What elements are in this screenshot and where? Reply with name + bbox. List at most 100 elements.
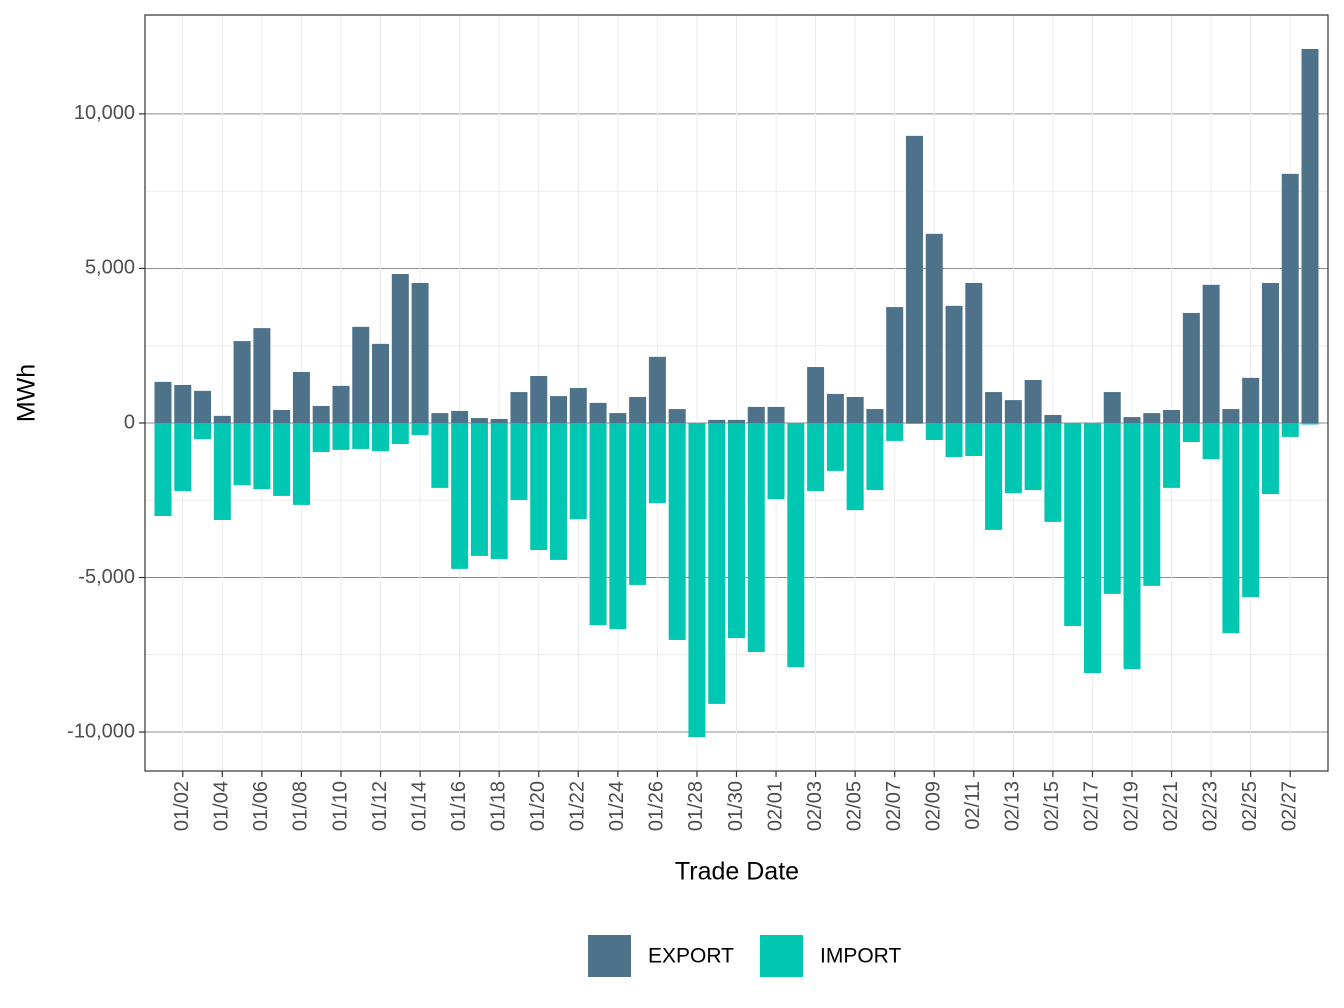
bar bbox=[530, 422, 548, 551]
bar bbox=[352, 326, 370, 423]
bar bbox=[1163, 422, 1181, 488]
bar bbox=[451, 410, 469, 423]
x-tick-label: 01/24 bbox=[606, 781, 628, 831]
bar bbox=[490, 422, 508, 559]
x-tick-label: 02/03 bbox=[804, 781, 826, 831]
bar bbox=[708, 422, 726, 704]
x-tick-label: 02/13 bbox=[1002, 781, 1024, 831]
bar bbox=[1143, 413, 1161, 423]
bar bbox=[1202, 422, 1220, 460]
bar bbox=[668, 409, 686, 423]
bar bbox=[1222, 422, 1240, 634]
bar bbox=[728, 419, 745, 423]
bar bbox=[866, 422, 884, 491]
bar bbox=[174, 422, 192, 491]
legend: EXPORT IMPORT bbox=[588, 935, 901, 977]
x-tick-label: 01/08 bbox=[290, 781, 312, 831]
x-tick-label: 02/17 bbox=[1081, 781, 1103, 831]
x-tick-label: 01/30 bbox=[725, 781, 747, 831]
bar bbox=[451, 422, 469, 569]
bar bbox=[292, 371, 310, 423]
bar bbox=[609, 413, 627, 423]
bar bbox=[1222, 409, 1240, 423]
x-tick-label: 01/20 bbox=[527, 781, 549, 831]
bar bbox=[431, 422, 449, 488]
x-tick-label: 01/10 bbox=[329, 781, 351, 831]
bar bbox=[1024, 422, 1042, 491]
x-tick-label: 01/18 bbox=[487, 781, 509, 831]
bar bbox=[213, 422, 231, 521]
bar bbox=[213, 415, 231, 423]
x-tick-label: 01/14 bbox=[408, 781, 430, 831]
bar bbox=[1083, 422, 1101, 674]
bar bbox=[1163, 409, 1181, 423]
x-tick-label: 01/16 bbox=[448, 781, 470, 831]
x-tick-label: 02/25 bbox=[1239, 781, 1261, 831]
legend-label: IMPORT bbox=[820, 945, 901, 968]
bar bbox=[747, 406, 765, 423]
legend-label: EXPORT bbox=[648, 945, 734, 968]
bar bbox=[886, 307, 904, 423]
bar bbox=[1261, 282, 1279, 423]
y-axis-title: MWh bbox=[13, 364, 41, 422]
bar bbox=[352, 422, 370, 449]
bar bbox=[253, 328, 271, 423]
bar bbox=[905, 422, 923, 424]
x-tick-label: 01/02 bbox=[171, 781, 193, 831]
bar bbox=[807, 367, 825, 423]
x-tick-label: 02/23 bbox=[1199, 781, 1221, 831]
x-tick-label: 01/26 bbox=[646, 781, 668, 831]
bar bbox=[431, 413, 449, 423]
bar bbox=[846, 422, 864, 511]
y-tick-label: -10,000 bbox=[67, 720, 135, 742]
bar bbox=[1123, 417, 1141, 423]
x-tick-label: 01/04 bbox=[211, 781, 233, 831]
bar bbox=[312, 422, 330, 453]
bar bbox=[292, 422, 310, 505]
bar bbox=[688, 422, 706, 738]
bar bbox=[747, 422, 765, 653]
bar bbox=[273, 422, 291, 496]
bar bbox=[510, 422, 528, 500]
x-tick-label: 01/12 bbox=[369, 781, 391, 831]
bar bbox=[332, 422, 350, 450]
bar bbox=[470, 418, 488, 423]
bar bbox=[648, 356, 666, 423]
bar bbox=[1143, 422, 1161, 586]
bar bbox=[589, 402, 607, 423]
bar bbox=[569, 422, 587, 520]
x-tick-label: 01/28 bbox=[685, 781, 707, 831]
bar bbox=[569, 388, 587, 423]
bar bbox=[391, 274, 409, 423]
bar bbox=[668, 422, 686, 640]
x-tick-label: 02/19 bbox=[1120, 781, 1142, 831]
bar bbox=[411, 282, 429, 423]
bar bbox=[174, 384, 192, 423]
bar bbox=[372, 343, 390, 423]
bar bbox=[1024, 380, 1042, 423]
bar bbox=[253, 422, 271, 490]
bar bbox=[767, 422, 785, 500]
bar bbox=[233, 341, 251, 423]
bar bbox=[965, 282, 983, 423]
bar bbox=[510, 392, 528, 423]
bar bbox=[708, 419, 726, 423]
bar bbox=[728, 422, 745, 639]
bar bbox=[1261, 422, 1279, 495]
x-tick-label: 02/07 bbox=[883, 781, 905, 831]
bar bbox=[866, 409, 884, 423]
bar bbox=[965, 422, 983, 457]
bar bbox=[985, 422, 1003, 530]
bar bbox=[609, 422, 627, 630]
bar bbox=[826, 422, 844, 471]
bar bbox=[886, 422, 904, 441]
bar bbox=[1123, 422, 1141, 670]
bar bbox=[1242, 422, 1260, 597]
bar bbox=[194, 390, 212, 423]
x-tick-label: 02/09 bbox=[923, 781, 945, 831]
bar bbox=[154, 422, 172, 517]
x-tick-label: 02/21 bbox=[1160, 781, 1182, 831]
y-tick-label: 5,000 bbox=[85, 257, 135, 279]
bar bbox=[787, 422, 805, 668]
